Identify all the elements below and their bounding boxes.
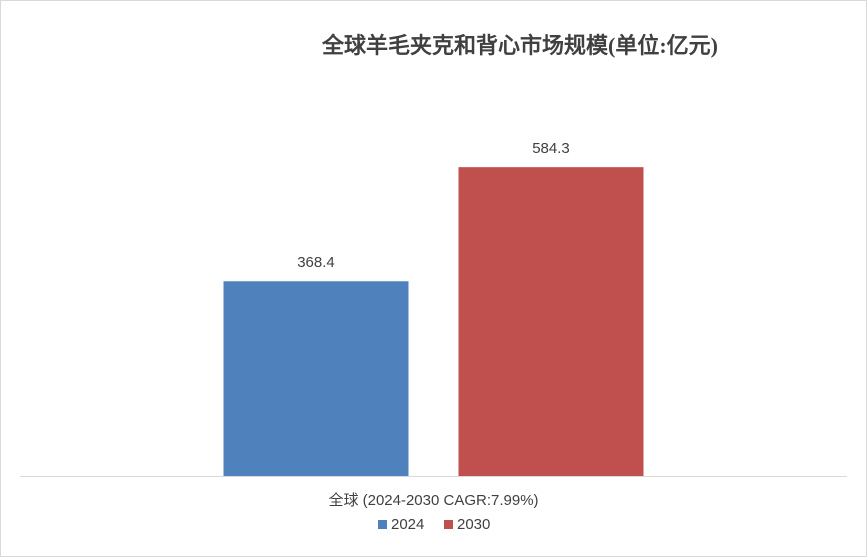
legend-label: 2024 <box>391 516 424 533</box>
x-tick-label: 全球 (2024-2030 CAGR:7.99%) <box>328 491 538 509</box>
legend-label: 2030 <box>457 516 490 533</box>
legend-swatch <box>378 520 387 529</box>
chart-title: 全球羊毛夹克和背心市场规模(单位:亿元) <box>321 33 718 58</box>
bar <box>458 167 644 477</box>
value-label: 368.4 <box>297 254 335 271</box>
value-label: 584.3 <box>532 140 570 157</box>
legend-swatch <box>444 520 453 529</box>
bar <box>223 281 409 476</box>
